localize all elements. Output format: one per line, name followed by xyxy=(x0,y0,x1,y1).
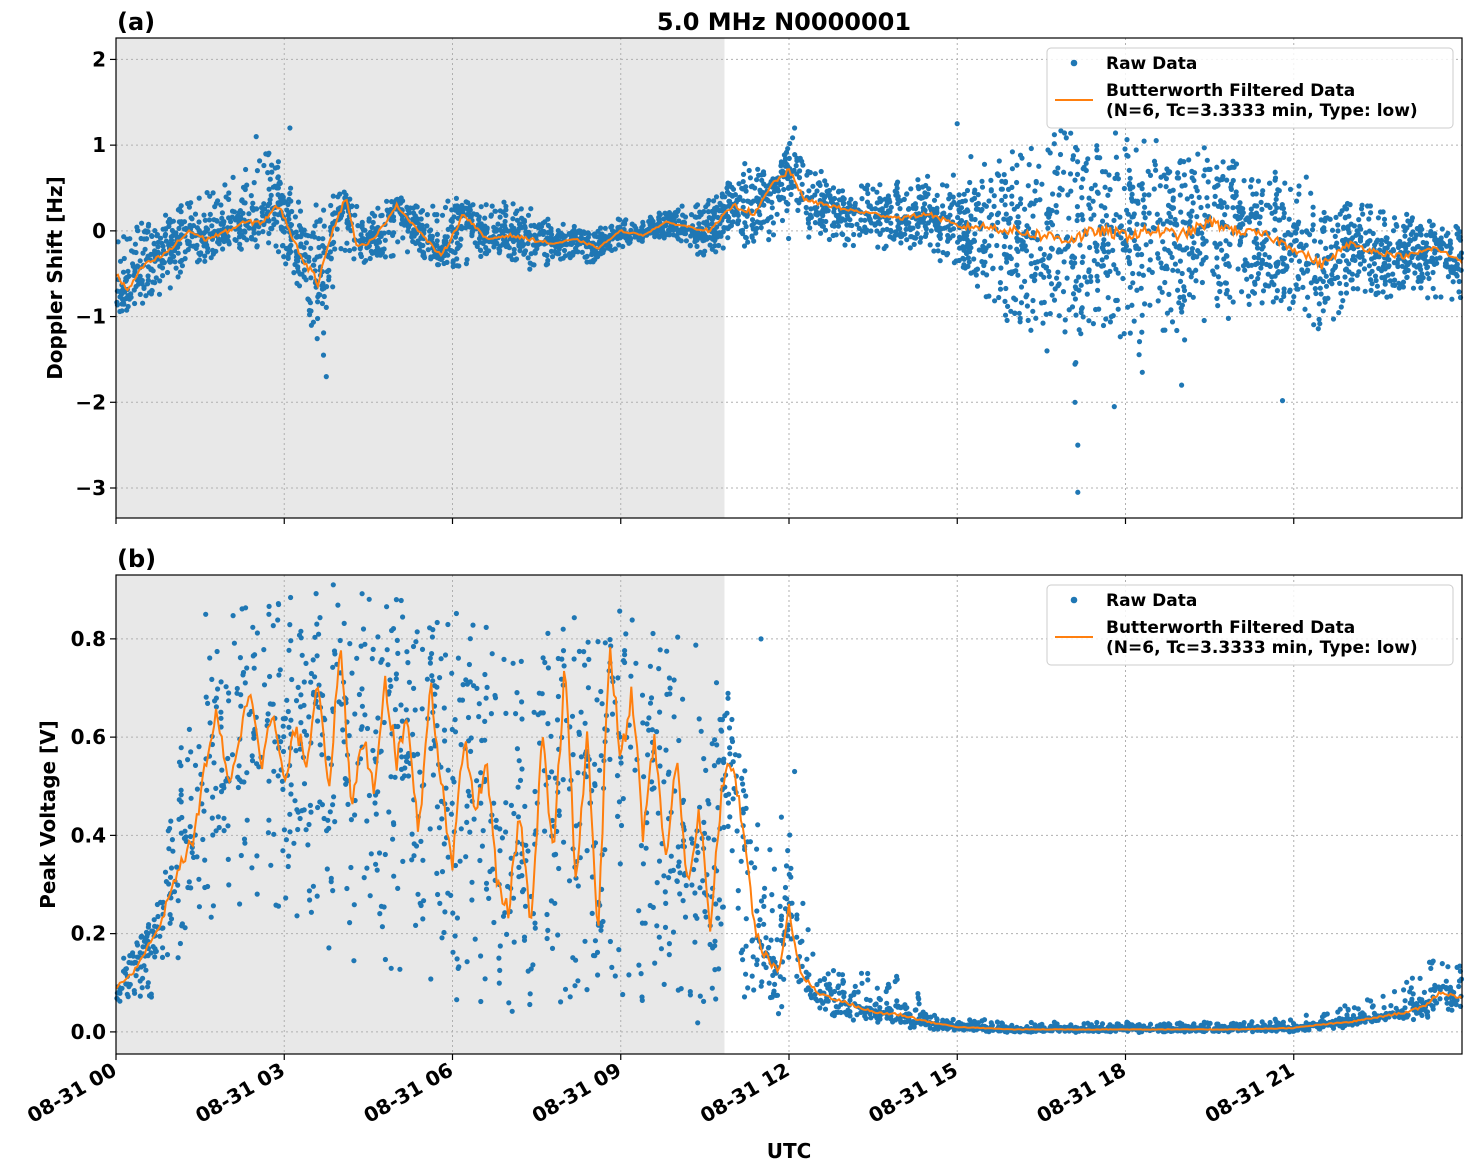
legend-filtered-line1-b: Butterworth Filtered Data xyxy=(1106,618,1355,638)
panel-doppler-shift: 2 1 0 −1 −2 −3 Doppler Shift [Hz] Raw Data Bu… xyxy=(43,37,1465,524)
y-axis-label-a: Doppler Shift [Hz] xyxy=(43,176,67,380)
legend-raw-label-a: Raw Data xyxy=(1106,54,1197,74)
filtered-line-b xyxy=(115,646,1463,1031)
x-ticks-b: 08-31 00 08-31 03 08-31 06 08-31 09 08-31 12… xyxy=(23,1054,1298,1128)
legend-filtered-label-a: Butterworth Filtered Data (N=6, Tc=3.333… xyxy=(1106,81,1418,121)
y-ticks-b: 0.8 0.6 0.4 0.2 0.0 xyxy=(71,627,116,1044)
legend-raw-label-b: Raw Data xyxy=(1106,591,1197,611)
x-tick-label: 08-31 12 xyxy=(696,1058,794,1128)
x-tick-label: 08-31 21 xyxy=(1201,1058,1299,1128)
y-tick-label: −1 xyxy=(75,305,106,329)
legend-marker-raw-a xyxy=(1070,59,1078,67)
x-tick-label: 08-31 15 xyxy=(864,1058,962,1128)
y-tick-label: 0.2 xyxy=(71,922,106,946)
panel-peak-voltage: 0.8 0.6 0.4 0.2 0.0 08-31 00 08-31 03 08-31 06… xyxy=(23,574,1465,1128)
y-tick-label: 0.8 xyxy=(71,627,106,651)
raw-data-points-a xyxy=(114,121,1465,495)
y-tick-label: 0.4 xyxy=(71,823,106,847)
y-tick-label: 1 xyxy=(92,133,106,157)
legend-filtered-line2-b: (N=6, Tc=3.3333 min, Type: low) xyxy=(1106,638,1418,658)
y-tick-label: −2 xyxy=(75,390,106,414)
x-ticks-a xyxy=(115,518,1295,524)
filtered-line-a xyxy=(115,168,1463,292)
x-tick-label: 08-31 18 xyxy=(1032,1058,1130,1128)
y-ticks-a: 2 1 0 −1 −2 −3 xyxy=(75,47,116,500)
y-axis-label-b: Peak Voltage [V] xyxy=(36,720,60,909)
y-tick-label: 0.0 xyxy=(71,1020,106,1044)
y-tick-label: 2 xyxy=(92,47,106,71)
legend-filtered-line1-a: Butterworth Filtered Data xyxy=(1106,81,1355,101)
legend-filtered-label-b: Butterworth Filtered Data (N=6, Tc=3.333… xyxy=(1106,618,1418,658)
y-tick-label: −3 xyxy=(75,476,106,500)
legend-filtered-line2-a: (N=6, Tc=3.3333 min, Type: low) xyxy=(1106,101,1418,121)
x-tick-label: 08-31 09 xyxy=(528,1058,626,1128)
legend-box-b xyxy=(1046,584,1454,666)
legend-b: Raw Data Butterworth Filtered Data (N=6,… xyxy=(1046,584,1454,666)
figure-title: 5.0 MHz N0000001 xyxy=(657,8,911,36)
x-tick-label: 08-31 03 xyxy=(191,1058,289,1128)
legend-marker-raw-b xyxy=(1070,596,1078,604)
y-tick-label: 0.6 xyxy=(71,725,106,749)
y-tick-label: 0 xyxy=(92,219,106,243)
x-axis-label: UTC xyxy=(767,1139,812,1163)
x-tick-label: 08-31 06 xyxy=(359,1058,457,1128)
raw-data-point xyxy=(114,121,1465,495)
panel-label-b: (b) xyxy=(117,545,156,573)
legend-box-a xyxy=(1046,47,1454,129)
night-shade-a xyxy=(116,38,725,518)
legend-a: Raw Data Butterworth Filtered Data (N=6,… xyxy=(1046,47,1454,129)
x-tick-label: 08-31 00 xyxy=(23,1058,121,1128)
panel-label-a: (a) xyxy=(117,8,155,36)
